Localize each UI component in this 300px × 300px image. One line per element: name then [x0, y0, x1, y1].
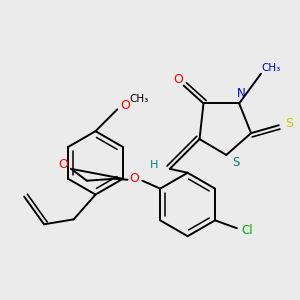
Text: O: O [173, 73, 183, 86]
Text: H: H [150, 160, 158, 170]
Text: O: O [58, 158, 68, 171]
Text: S: S [232, 156, 240, 170]
Text: Cl: Cl [241, 224, 253, 237]
Text: S: S [285, 117, 293, 130]
Text: CH₃: CH₃ [130, 94, 149, 104]
Text: O: O [130, 172, 140, 185]
Text: O: O [120, 99, 130, 112]
Text: N: N [237, 87, 245, 100]
Text: CH₃: CH₃ [261, 63, 280, 73]
